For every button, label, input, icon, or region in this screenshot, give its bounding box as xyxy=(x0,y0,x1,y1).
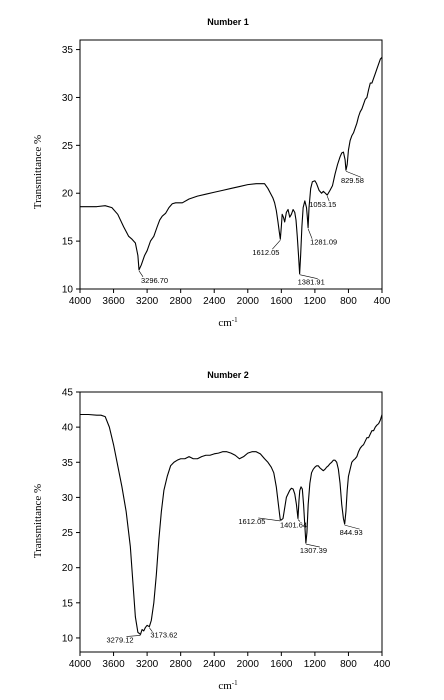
y-tick-label: 10 xyxy=(62,285,74,296)
peak-leader-line xyxy=(138,270,144,278)
x-tick-label: 4000 xyxy=(69,659,92,670)
y-tick-label: 20 xyxy=(62,189,74,200)
x-tick-label: 800 xyxy=(340,296,357,307)
x-axis-label: cm-1 xyxy=(218,316,238,329)
y-tick-label: 35 xyxy=(62,45,74,56)
x-tick-label: 1200 xyxy=(304,659,327,670)
y-tick-label: 40 xyxy=(62,423,74,434)
x-tick-label: 2800 xyxy=(170,296,193,307)
peak-leader-line xyxy=(299,274,318,279)
chart-panel-2: Number 2 Transmittance % cm-1 4000 3600 32… xyxy=(32,370,391,692)
x-tick-label: 3600 xyxy=(102,659,125,670)
peak-leader-line xyxy=(326,196,330,202)
peak-leader-line xyxy=(258,517,281,522)
plot-frame xyxy=(79,39,383,290)
spectrum-line xyxy=(80,56,383,275)
peak-leader-line xyxy=(305,543,320,548)
peak-leader-line xyxy=(307,228,313,239)
x-tick-label: 400 xyxy=(374,296,391,307)
y-tick-label: 10 xyxy=(62,633,74,644)
peak-label: 3296.70 xyxy=(141,276,168,285)
peak-label: 3173.62 xyxy=(150,631,177,640)
x-tick-label: 3200 xyxy=(136,296,159,307)
y-tick-label: 25 xyxy=(62,528,74,539)
x-tick-label: 4000 xyxy=(69,296,92,307)
y-tick-label: 20 xyxy=(62,563,74,574)
x-tick-label: 1600 xyxy=(270,659,293,670)
peak-leader-line xyxy=(126,635,141,637)
x-tick-label: 400 xyxy=(374,659,391,670)
y-tick-label: 30 xyxy=(62,493,74,504)
x-axis-label-exponent: -1 xyxy=(232,679,238,687)
y-tick-label: 45 xyxy=(62,388,74,399)
chart-title: Number 2 xyxy=(207,370,249,380)
x-tick-label: 1600 xyxy=(270,296,293,307)
x-tick-label: 3200 xyxy=(136,659,159,670)
x-tick-label: 2800 xyxy=(170,659,193,670)
peak-leader-line xyxy=(272,240,281,250)
peak-label: 829.58 xyxy=(341,176,364,185)
x-tick-label: 2400 xyxy=(203,659,226,670)
peak-leader-line xyxy=(297,519,301,522)
peak-leader-line xyxy=(344,524,360,530)
peak-annotations: 3296.70 1612.05 1381.91 1281.09 1053.15 829.5… xyxy=(138,170,364,287)
peak-leader-line xyxy=(345,170,362,178)
x-axis-label: cm-1 xyxy=(218,679,238,692)
peak-leader-line xyxy=(149,627,153,632)
y-tick-label: 25 xyxy=(62,141,74,152)
x-axis-ticks: 4000 3600 3200 2800 2400 2000 1600 1200 800 400 xyxy=(69,652,391,670)
y-tick-label: 30 xyxy=(62,93,74,104)
y-tick-label: 15 xyxy=(62,598,74,609)
chart-title: Number 1 xyxy=(207,17,249,27)
chart-panel-1: Number 1 Transmittance % cm-1 4000 3600 32… xyxy=(32,17,391,329)
peak-annotations: 3279.12 3173.62 1612.05 1401.64 1307.39 844.9… xyxy=(106,517,362,645)
spectrum-line xyxy=(80,413,383,635)
y-axis-ticks: 10 15 20 25 30 35 xyxy=(62,45,80,296)
x-axis-ticks: 4000 3600 3200 2800 2400 2000 1600 1200 800 400 xyxy=(69,289,391,307)
peak-label: 1381.91 xyxy=(298,278,325,287)
y-axis-ticks: 10 15 20 25 30 35 40 45 xyxy=(62,388,80,644)
peak-label: 1612.05 xyxy=(252,248,279,257)
y-tick-label: 15 xyxy=(62,237,74,248)
x-tick-label: 3600 xyxy=(102,296,125,307)
x-tick-label: 2400 xyxy=(203,296,226,307)
x-axis-label-unit: cm xyxy=(218,317,232,329)
x-tick-label: 2000 xyxy=(237,659,260,670)
x-tick-label: 800 xyxy=(340,659,357,670)
peak-label: 1053.15 xyxy=(309,200,336,209)
y-axis-label: Transmittance % xyxy=(32,484,44,558)
x-tick-label: 2000 xyxy=(237,296,260,307)
peak-label: 1401.64 xyxy=(280,520,307,529)
y-tick-label: 35 xyxy=(62,458,74,469)
y-axis-label: Transmittance % xyxy=(32,135,44,209)
peak-label: 1612.05 xyxy=(238,517,265,526)
x-axis-label-exponent: -1 xyxy=(232,316,238,324)
peak-label: 3279.12 xyxy=(106,635,133,644)
x-axis-label-unit: cm xyxy=(218,680,232,692)
x-tick-label: 1200 xyxy=(304,296,327,307)
peak-label: 1307.39 xyxy=(300,546,327,555)
plot-frame xyxy=(79,391,383,653)
peak-label: 844.93 xyxy=(340,528,363,537)
peak-label: 1281.09 xyxy=(310,238,337,247)
